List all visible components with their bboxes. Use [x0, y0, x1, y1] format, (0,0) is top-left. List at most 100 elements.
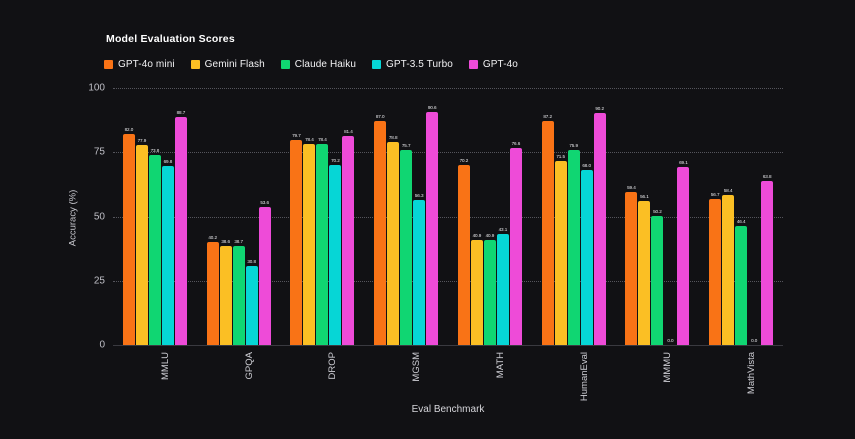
bar[interactable]	[303, 143, 316, 345]
bar-value-label: 82.0	[124, 127, 134, 133]
y-axis-tick-label: 50	[93, 211, 105, 222]
legend-swatch-icon	[372, 60, 382, 69]
bar-slot: 0.0	[664, 88, 676, 345]
bar[interactable]	[374, 121, 387, 345]
bar-slot: 90.2	[593, 88, 606, 345]
bar-value-label: 0.0	[667, 338, 674, 343]
bar[interactable]	[387, 142, 400, 345]
bar[interactable]	[122, 134, 135, 345]
legend-item-label: Gemini Flash	[204, 59, 265, 70]
bar-value-label: 87.2	[543, 113, 552, 119]
legend-item-claude-haiku[interactable]: Claude Haiku	[280, 59, 357, 70]
bar[interactable]	[638, 200, 651, 345]
bar[interactable]	[219, 245, 232, 345]
x-axis-tick-label: MMMU	[662, 352, 674, 383]
bar[interactable]	[316, 143, 329, 345]
chart-title: Model Evaluation Scores	[106, 33, 235, 45]
bar[interactable]	[567, 149, 580, 345]
x-axis-tick-label: MMLU	[159, 352, 171, 380]
y-axis-title: Accuracy (%)	[67, 189, 79, 247]
bar[interactable]	[148, 155, 161, 345]
bar-value-label: 40.9	[472, 232, 482, 238]
bar-slot: 46.4	[735, 88, 748, 345]
bar-value-label: 43.1	[498, 227, 508, 233]
bar-group-mmlu: 82.0 77.9 73.8 69.8 88.7	[113, 88, 197, 345]
x-axis-baseline	[113, 345, 783, 346]
bar[interactable]	[174, 117, 187, 345]
bar[interactable]	[426, 112, 439, 345]
bar[interactable]	[483, 239, 496, 345]
bar-value-label: 73.8	[150, 148, 160, 154]
bar-slot: 50.2	[651, 88, 664, 345]
bar[interactable]	[135, 144, 148, 345]
bar-value-label: 38.7	[234, 238, 243, 244]
bar[interactable]	[593, 113, 606, 345]
bar[interactable]	[232, 245, 245, 345]
bar-slot: 73.8	[148, 88, 161, 345]
bar-value-label: 56.1	[640, 193, 649, 199]
bar-slot: 81.4	[342, 88, 355, 345]
bar[interactable]	[400, 150, 413, 345]
bar-slot: 40.9	[483, 88, 496, 345]
bar-value-label: 30.8	[247, 258, 256, 264]
x-axis-tick-label: MathVista	[746, 352, 758, 395]
bar-value-label: 75.9	[569, 142, 578, 148]
bar[interactable]	[496, 234, 509, 345]
bar-slot: 76.6	[509, 88, 522, 345]
y-axis-tick-label: 75	[93, 146, 105, 158]
bar[interactable]	[554, 161, 567, 345]
legend-item-gemini-flash[interactable]: Gemini Flash	[190, 59, 265, 70]
bar-value-label: 90.2	[595, 106, 604, 112]
bar[interactable]	[342, 135, 355, 345]
bar[interactable]	[457, 164, 470, 345]
legend-swatch-icon	[104, 60, 113, 69]
x-axis-tick-label: DROP	[327, 352, 339, 380]
bar[interactable]	[541, 120, 554, 345]
bar-value-label: 78.4	[318, 136, 327, 142]
bar-value-label: 63.8	[762, 174, 772, 180]
bar-value-label: 56.7	[710, 192, 720, 198]
bar[interactable]	[722, 194, 735, 345]
bar[interactable]	[470, 239, 483, 345]
bar[interactable]	[258, 207, 271, 345]
legend-swatch-icon	[468, 60, 478, 69]
bar-slot: 43.1	[496, 88, 509, 345]
bar[interactable]	[761, 181, 774, 345]
bar[interactable]	[625, 192, 638, 345]
bar[interactable]	[651, 216, 664, 345]
bar-slot: 53.6	[258, 88, 271, 345]
bar[interactable]	[677, 167, 690, 345]
bar[interactable]	[206, 241, 219, 345]
gridline	[113, 88, 783, 89]
legend-item-gpt-3-5-turbo[interactable]: GPT-3.5 Turbo	[372, 59, 453, 70]
bar-value-label: 59.4	[627, 185, 636, 191]
bar[interactable]	[709, 199, 722, 345]
bar[interactable]	[329, 164, 342, 345]
bar[interactable]	[413, 200, 426, 345]
bar-value-label: 58.4	[723, 187, 733, 193]
bar[interactable]	[161, 165, 174, 345]
legend-item-label: Claude Haiku	[294, 59, 357, 70]
bar[interactable]	[509, 148, 522, 345]
bar-group-mgsm: 87.0 78.8 75.7 56.3 90.6	[364, 88, 448, 345]
bar[interactable]	[735, 225, 748, 345]
bar-slot: 87.2	[541, 88, 554, 345]
y-axis-tick-label: 100	[88, 82, 105, 94]
bar-slot: 56.1	[638, 88, 651, 345]
bar[interactable]	[580, 170, 593, 345]
bar-slot: 69.8	[161, 88, 174, 345]
bar-slot: 78.4	[303, 88, 316, 345]
bar-slot: 88.7	[174, 88, 187, 345]
bar[interactable]	[290, 140, 303, 345]
bar-slot: 75.9	[567, 88, 580, 345]
bar[interactable]	[245, 265, 258, 345]
legend-item-gpt-4o-mini[interactable]: GPT-4o mini	[104, 59, 175, 70]
bar-value-label: 40.2	[208, 234, 217, 240]
bar-value-label: 71.5	[556, 154, 565, 160]
legend-item-gpt-4o[interactable]: GPT-4o	[468, 59, 518, 70]
x-axis-tick-label: MATH	[494, 352, 506, 379]
bar-group-drop: 79.7 78.4 78.4 70.2 81.4	[281, 88, 365, 345]
bar-slot: 90.6	[426, 88, 439, 345]
bar-slot: 70.2	[329, 88, 342, 345]
